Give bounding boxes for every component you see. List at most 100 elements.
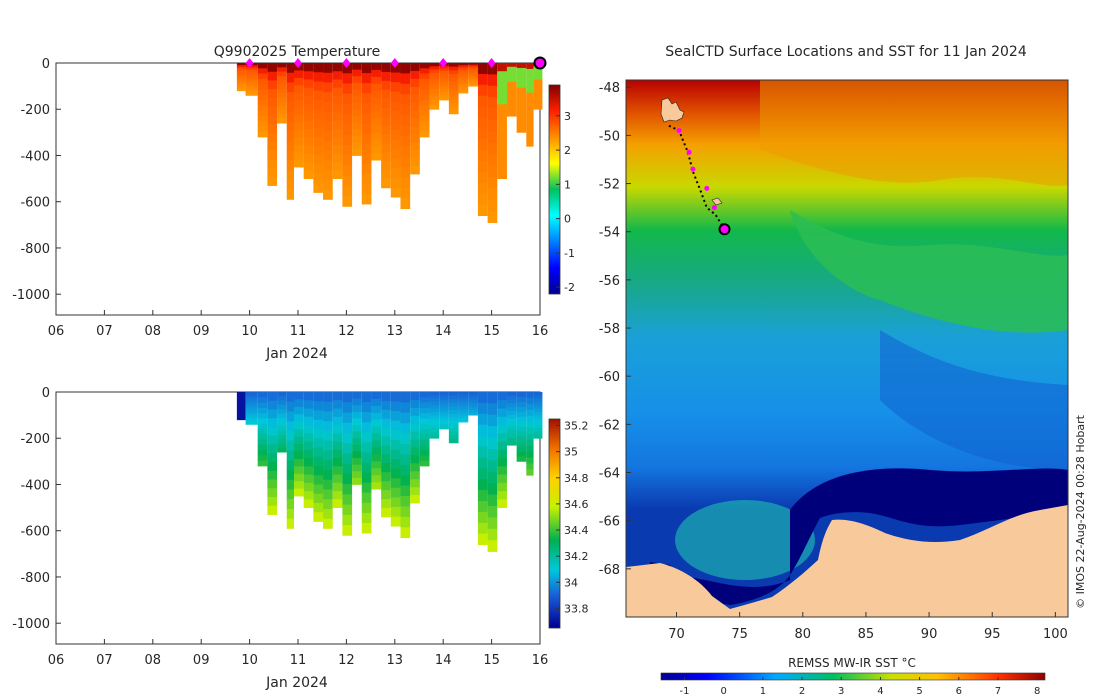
profile-cell — [294, 100, 304, 108]
profile-cell — [267, 435, 278, 445]
profile-column — [526, 392, 534, 476]
profile-column — [267, 392, 278, 515]
profile-cell — [267, 63, 278, 73]
profile-cell — [342, 165, 353, 177]
profile-cell — [381, 116, 391, 126]
profile-cell — [533, 105, 543, 110]
temperature-colorbar — [548, 84, 561, 295]
profile-cell — [526, 98, 534, 106]
profile-cell — [323, 421, 333, 432]
colorbar-tick-label: 34 — [564, 576, 578, 589]
profile-cell — [371, 125, 382, 133]
profile-cell — [419, 89, 430, 96]
profile-cell — [533, 428, 543, 433]
profile-cell — [294, 392, 304, 400]
profile-cell — [245, 76, 258, 80]
profile-cell — [267, 115, 278, 125]
profile-cell — [332, 79, 343, 89]
profile-cell — [506, 392, 517, 397]
profile-cell — [332, 71, 343, 80]
profile-cell — [400, 177, 411, 189]
lat-tick-label: -50 — [599, 129, 620, 144]
lon-tick-label: 90 — [921, 627, 938, 642]
profile-cell — [487, 494, 498, 507]
profile-column — [429, 63, 440, 110]
sst-colorbar-tick-label: 1 — [760, 686, 766, 697]
profile-cell — [429, 79, 440, 84]
profile-cell — [277, 97, 287, 103]
profile-cell — [286, 421, 294, 432]
profile-cell — [516, 441, 527, 447]
profile-cell — [245, 422, 258, 425]
profile-cell — [294, 115, 304, 123]
profile-cell — [303, 112, 314, 122]
profile-cell — [419, 423, 430, 430]
profile-cell — [419, 68, 430, 74]
profile-cell — [516, 92, 527, 99]
profile-cell — [313, 447, 324, 458]
profile-cell — [448, 95, 459, 100]
profile-column — [448, 392, 459, 444]
profile-cell — [294, 129, 304, 138]
profile-cell — [533, 72, 543, 77]
profile-cell — [257, 126, 268, 133]
profile-cell — [526, 451, 534, 458]
profile-cell — [236, 72, 246, 76]
profile-cell — [371, 83, 382, 92]
sst-colorbar-tick-label: 2 — [799, 686, 805, 697]
profile-cell — [332, 170, 343, 179]
profile-column — [381, 392, 391, 518]
profile-cell — [419, 439, 430, 446]
profile-cell — [294, 92, 304, 101]
profile-cell — [245, 419, 258, 423]
profile-cell — [506, 410, 517, 416]
profile-cell — [390, 392, 401, 402]
profile-cell — [390, 411, 401, 422]
profile-cell — [313, 127, 324, 138]
profile-cell — [245, 401, 258, 404]
profile-cell — [267, 497, 278, 507]
profile-cell — [236, 401, 246, 405]
profile-cell — [313, 502, 324, 513]
profile-column — [487, 63, 498, 223]
profile-cell — [429, 96, 440, 100]
credit-text: © IMOS 22-Aug-2024 00:28 Hobart — [1074, 414, 1087, 608]
track-surface-marker — [676, 128, 682, 134]
profile-cell — [313, 63, 324, 73]
profile-cell — [342, 124, 353, 136]
profile-cell — [381, 427, 391, 437]
profile-cell — [448, 102, 459, 107]
salinity-x-axis-label: Jan 2024 — [265, 675, 328, 691]
profile-cell — [236, 407, 246, 411]
profile-cell — [526, 92, 534, 100]
profile-cell — [245, 88, 258, 92]
map-latitude-ticks: -48 -50 -52 -54 -56 -58 -60 -62 -64 -66 -68 — [599, 81, 631, 578]
profile-cell — [342, 412, 353, 424]
profile-cell — [477, 500, 488, 513]
profile-cell — [506, 414, 517, 419]
track-surface-marker — [711, 205, 717, 211]
sst-colorbar — [660, 672, 1046, 681]
profile-cell — [458, 78, 469, 81]
x-tick-label: 15 — [483, 653, 500, 668]
profile-cell — [245, 74, 258, 78]
profile-cell — [286, 430, 294, 442]
profile-cell — [410, 495, 420, 504]
profile-cell — [448, 428, 459, 433]
profile-cell — [303, 458, 314, 467]
profile-cell — [533, 96, 543, 100]
profile-cell — [303, 441, 314, 451]
profile-cell — [487, 85, 498, 98]
profile-cell — [429, 405, 440, 409]
profile-column — [526, 63, 534, 147]
profile-cell — [303, 137, 314, 146]
x-tick-label: 08 — [145, 324, 162, 339]
profile-cell — [410, 78, 420, 88]
profile-cell — [410, 431, 420, 440]
profile-cell — [477, 522, 488, 535]
profile-cell — [487, 108, 498, 121]
profile-column — [294, 392, 304, 497]
profile-column — [458, 63, 469, 94]
profile-cell — [526, 427, 534, 435]
lat-tick-label: -62 — [599, 418, 620, 433]
